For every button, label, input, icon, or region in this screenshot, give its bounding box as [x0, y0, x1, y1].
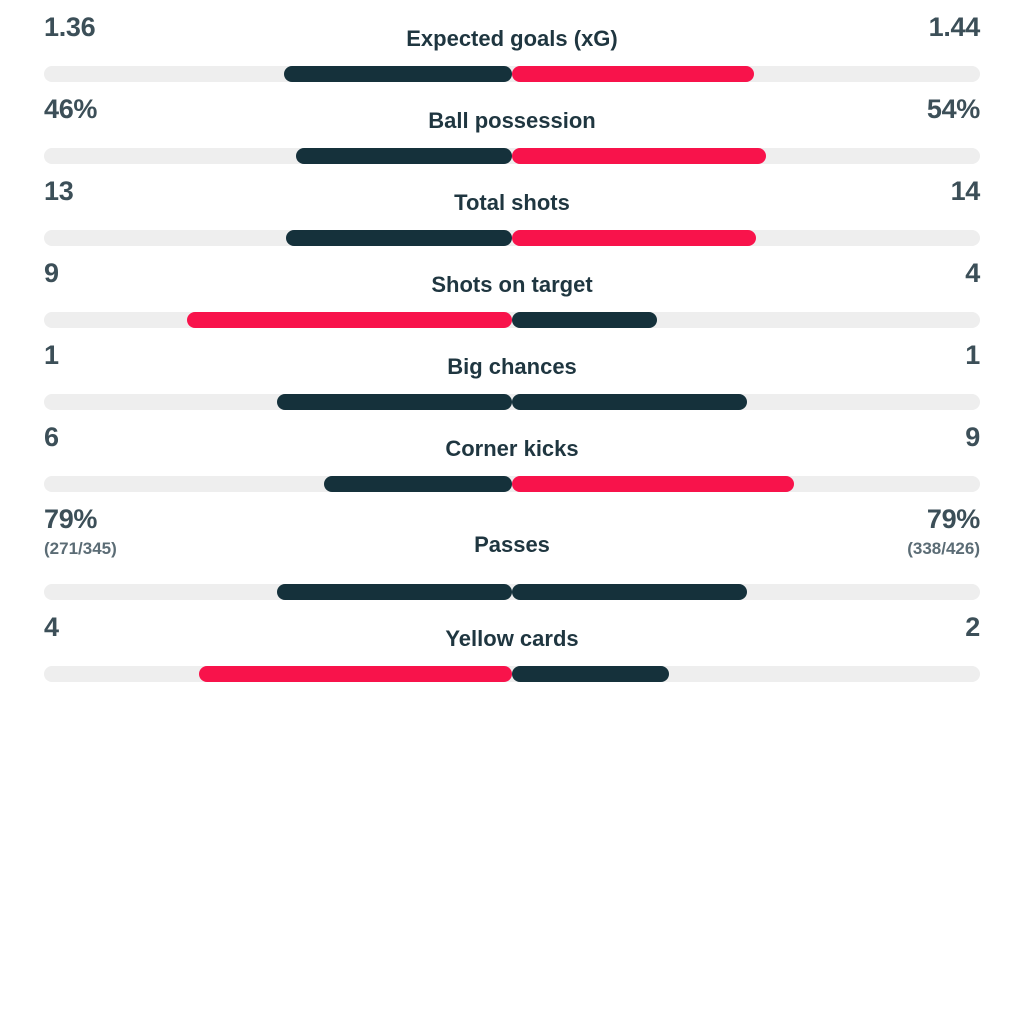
home-bar-fill	[324, 476, 512, 492]
away-bar-fill	[512, 230, 756, 246]
home-value: 46%	[44, 94, 98, 124]
stat-row-header: 6 Corner kicks 9	[0, 424, 1024, 476]
home-bar-fill	[198, 666, 512, 682]
home-value-group: 6	[44, 424, 194, 451]
away-value-group: 79% (338/426)	[830, 504, 980, 558]
home-bar-fill	[295, 148, 512, 164]
home-value: 4	[44, 612, 59, 642]
away-value: 1.44	[928, 12, 981, 42]
home-value-group: 9	[44, 260, 194, 287]
stat-row: 46% Ball possession 54%	[0, 82, 1024, 164]
stat-row: 4 Yellow cards 2	[0, 600, 1024, 682]
away-value: 54%	[926, 94, 980, 124]
stat-bar-track	[44, 230, 980, 246]
away-bar-fill	[512, 148, 766, 164]
away-value-group: 2	[830, 614, 980, 641]
home-value-detail: (271/345)	[44, 539, 117, 558]
stat-row-header: 1 Big chances 1	[0, 342, 1024, 394]
stat-row: 79% (271/345) Passes 79% (338/426)	[0, 492, 1024, 600]
home-value: 79%	[44, 504, 98, 534]
home-value-group: 1.36	[44, 14, 194, 41]
away-bar-fill	[512, 66, 754, 82]
stat-row-header: 46% Ball possession 54%	[0, 96, 1024, 148]
match-statistics-panel: 1.36 Expected goals (xG) 1.44 46% Ball posse…	[0, 0, 1024, 682]
away-value-detail: (338/426)	[907, 539, 980, 558]
stat-bar-track	[44, 312, 980, 328]
away-value-group: 9	[830, 424, 980, 451]
away-value: 79%	[926, 504, 980, 534]
home-value: 6	[44, 422, 59, 452]
home-value-group: 1	[44, 342, 194, 369]
stat-row: 1.36 Expected goals (xG) 1.44	[0, 0, 1024, 82]
panel-bottom-spacer	[0, 682, 1024, 732]
away-bar-fill	[512, 584, 747, 600]
stat-row: 6 Corner kicks 9	[0, 410, 1024, 492]
home-bar-fill	[277, 584, 512, 600]
home-value-group: 79% (271/345)	[44, 504, 194, 558]
away-bar-fill	[512, 394, 747, 410]
stat-row-header: 9 Shots on target 4	[0, 260, 1024, 312]
home-value: 1	[44, 340, 59, 370]
away-value: 9	[965, 422, 980, 452]
stat-row-header: 13 Total shots 14	[0, 178, 1024, 230]
stat-bar-track	[44, 394, 980, 410]
home-bar-fill	[285, 230, 512, 246]
home-value-group: 4	[44, 614, 194, 641]
away-value-group: 1	[830, 342, 980, 369]
home-bar-fill	[277, 394, 512, 410]
home-bar-fill	[186, 312, 512, 328]
home-value: 1.36	[44, 12, 96, 42]
stat-bar-track	[44, 584, 980, 600]
stat-bar-track	[44, 148, 980, 164]
stat-bar-track	[44, 66, 980, 82]
away-value: 4	[965, 258, 980, 288]
away-value: 14	[950, 176, 981, 206]
home-bar-fill	[283, 66, 512, 82]
stat-row: 9 Shots on target 4	[0, 246, 1024, 328]
away-value-group: 14	[830, 176, 981, 206]
stat-bar-track	[44, 666, 980, 682]
away-value-group: 1.44	[830, 12, 981, 42]
away-value: 2	[965, 612, 980, 642]
stat-row: 1 Big chances 1	[0, 328, 1024, 410]
away-bar-fill	[512, 666, 669, 682]
stat-row-header: 79% (271/345) Passes 79% (338/426)	[0, 506, 1024, 584]
stat-row-header: 4 Yellow cards 2	[0, 614, 1024, 666]
away-value: 1	[965, 340, 980, 370]
home-value-group: 13	[44, 178, 194, 205]
stat-row-header: 1.36 Expected goals (xG) 1.44	[0, 14, 1024, 66]
away-value-group: 54%	[830, 96, 980, 123]
away-bar-fill	[512, 312, 657, 328]
stat-bar-track	[44, 476, 980, 492]
stat-row: 13 Total shots 14	[0, 164, 1024, 246]
away-value-group: 4	[830, 260, 980, 287]
away-bar-fill	[512, 476, 794, 492]
home-value: 9	[44, 258, 59, 288]
home-value: 13	[44, 176, 74, 206]
home-value-group: 46%	[44, 96, 194, 123]
